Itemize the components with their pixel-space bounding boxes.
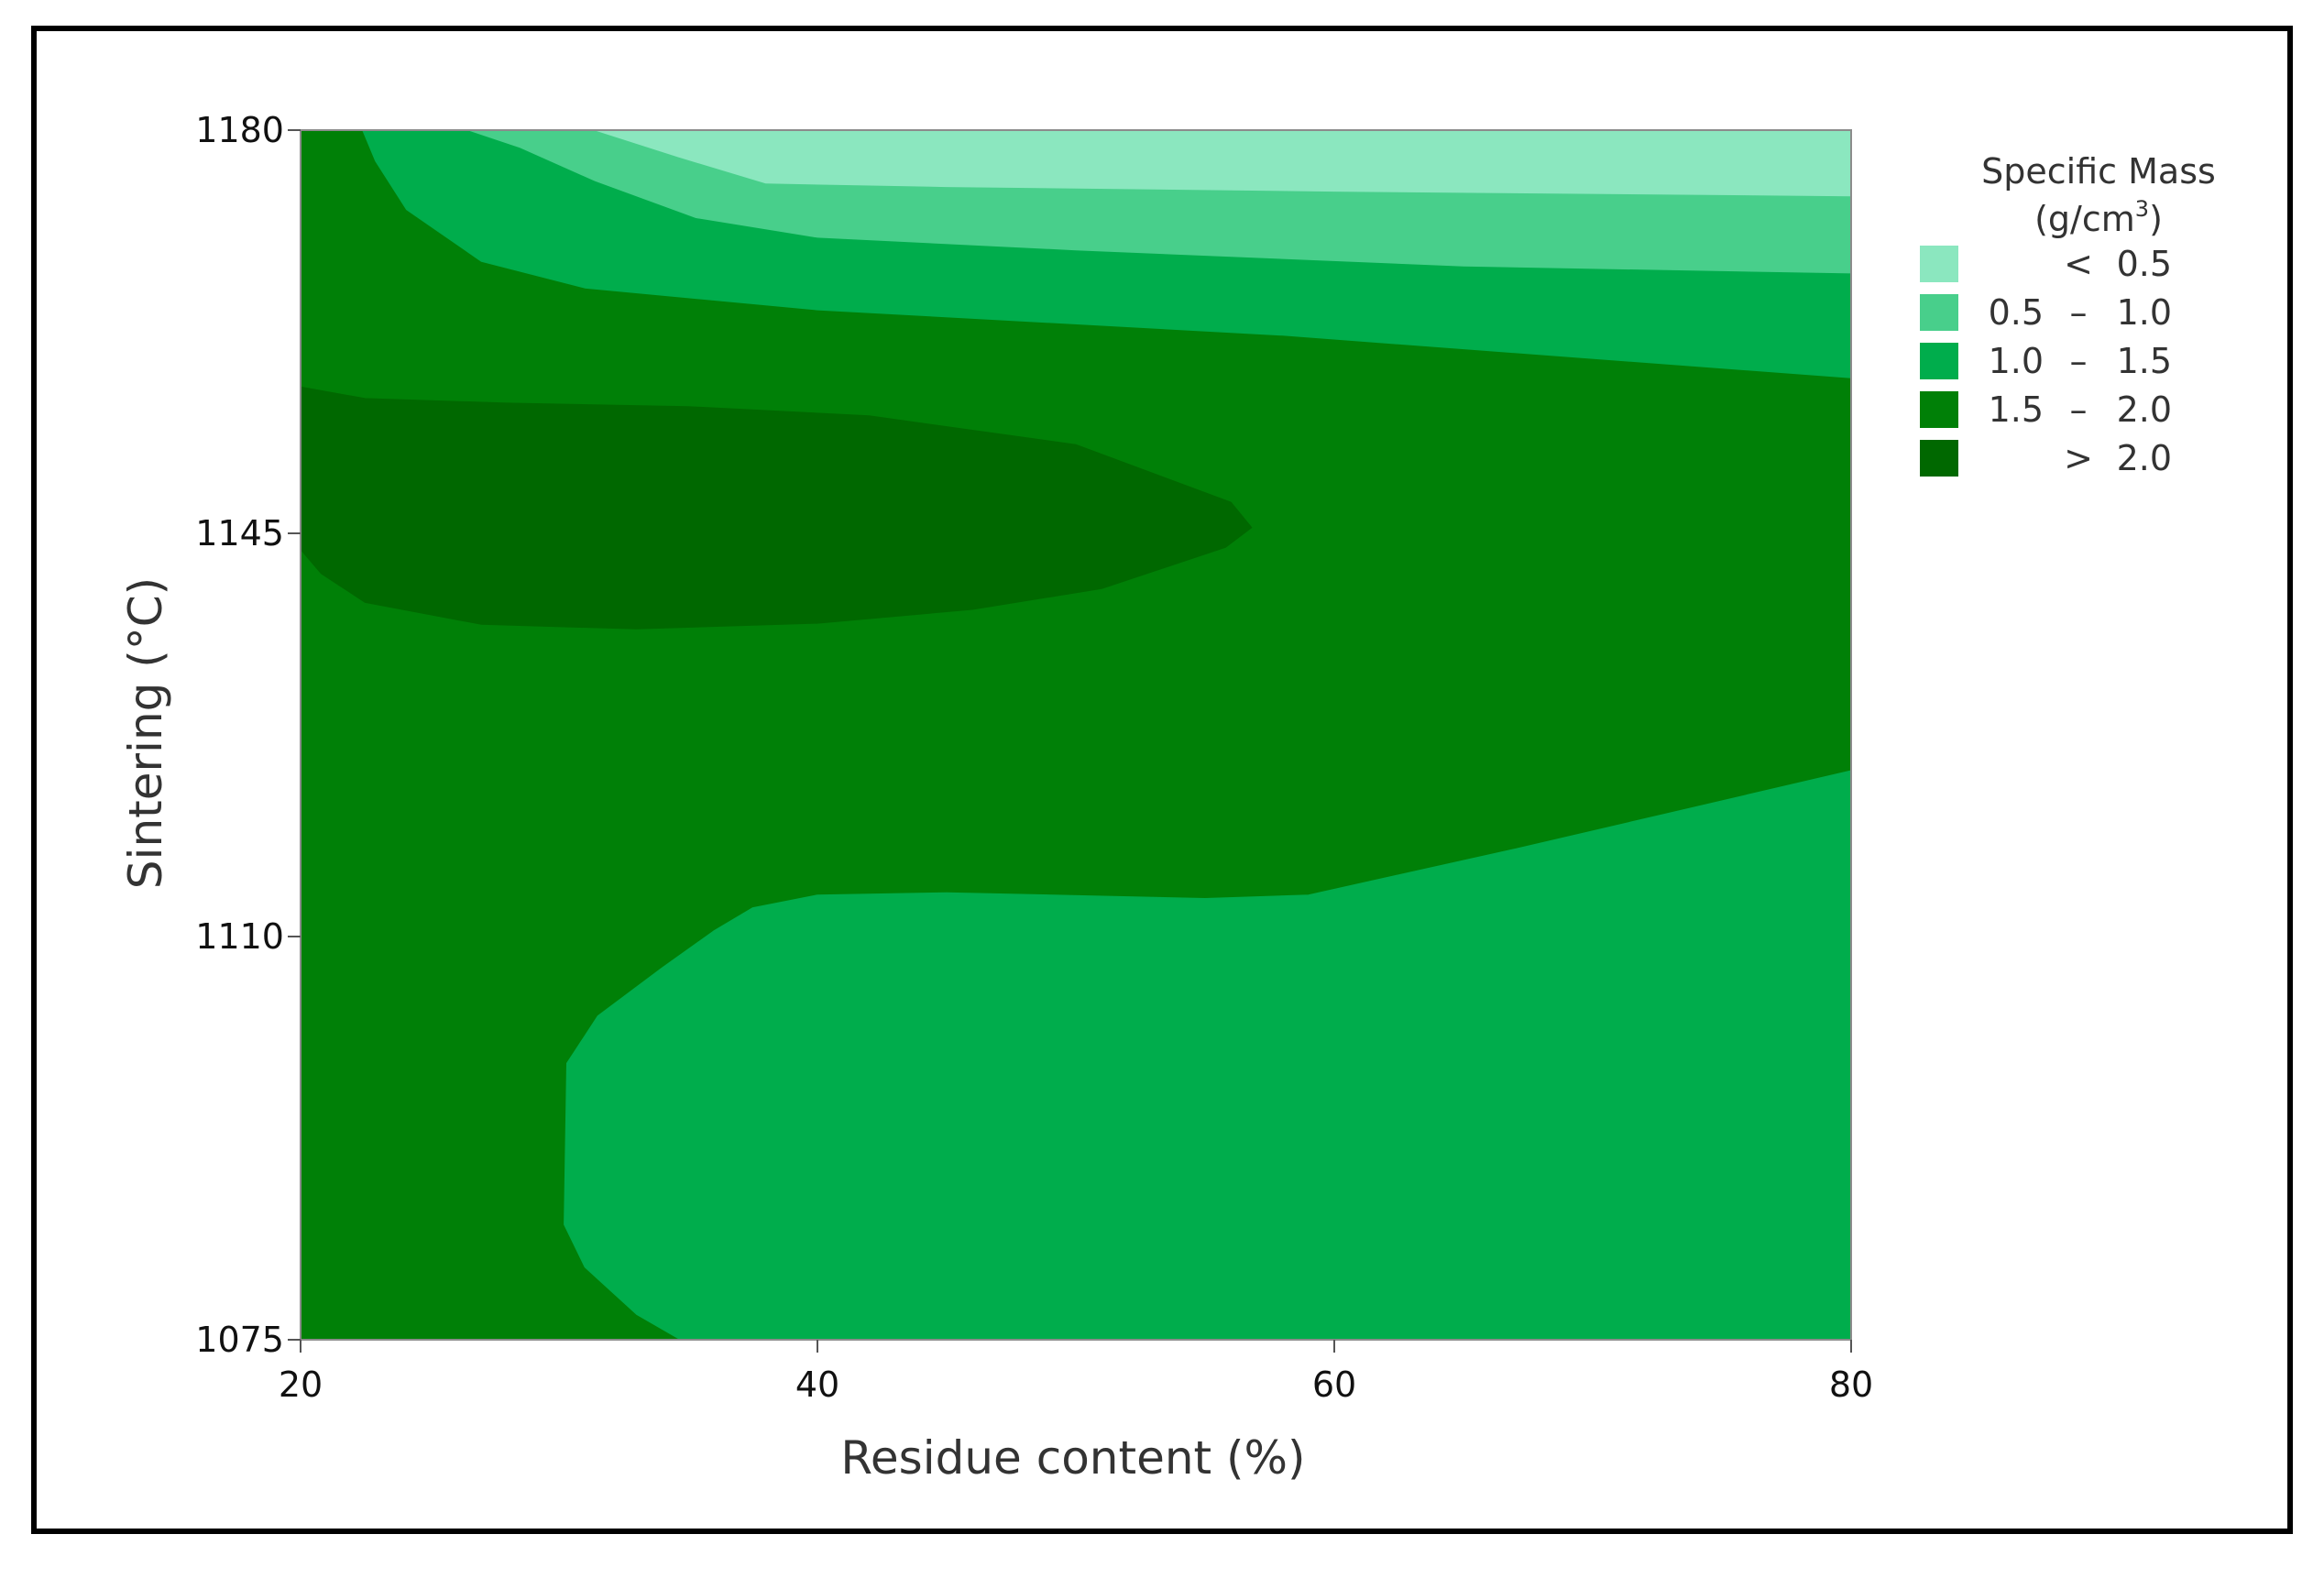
- legend-swatch: [1920, 246, 1958, 282]
- legend-swatch: [1920, 294, 1958, 331]
- x-tick-label: 40: [795, 1364, 839, 1405]
- legend: Specific Mass (g/cm3) <0.50.5–1.01.0–1.5…: [1920, 151, 2216, 478]
- legend-low: 0.5: [1989, 292, 2044, 333]
- y-tick-label: 1110: [195, 916, 284, 957]
- x-tick-label: 20: [279, 1364, 323, 1405]
- legend-operator: –: [2070, 341, 2088, 381]
- legend-high: 1.5: [2117, 341, 2172, 381]
- y-tick-label: 1145: [195, 513, 284, 553]
- y-axis-title: Sintering (°C): [119, 577, 172, 889]
- contour-region-4: [300, 386, 1253, 630]
- plot-area-border: [300, 129, 1852, 1341]
- x-tick-label: 80: [1829, 1364, 1873, 1405]
- legend-operator: <: [2064, 244, 2093, 284]
- legend-low: 1.0: [1989, 341, 2044, 381]
- y-tick-label: 1180: [195, 110, 284, 150]
- legend-swatch: [1920, 391, 1958, 428]
- legend-title-line2: (g/cm3): [2034, 196, 2163, 239]
- legend-operator: >: [2064, 438, 2093, 478]
- contour-regions: [300, 129, 1852, 1341]
- legend-operator: –: [2070, 292, 2088, 333]
- x-tick-label: 60: [1312, 1364, 1356, 1405]
- legend-high: 2.0: [2117, 389, 2172, 430]
- legend-swatch: [1920, 343, 1958, 379]
- legend-swatch: [1920, 440, 1958, 477]
- axes: 20 40 60 80 1075 1110 1145 1180: [195, 110, 1873, 1405]
- legend-low: 1.5: [1989, 389, 2044, 430]
- legend-high: 0.5: [2117, 244, 2172, 284]
- x-axis-title: Residue content (%): [840, 1431, 1305, 1485]
- legend-title-line1: Specific Mass: [1981, 151, 2216, 192]
- legend-operator: –: [2070, 389, 2088, 430]
- y-tick-label: 1075: [195, 1320, 284, 1360]
- contour-region-5: [564, 770, 1852, 1341]
- legend-high: 1.0: [2117, 292, 2172, 333]
- legend-high: 2.0: [2117, 438, 2172, 478]
